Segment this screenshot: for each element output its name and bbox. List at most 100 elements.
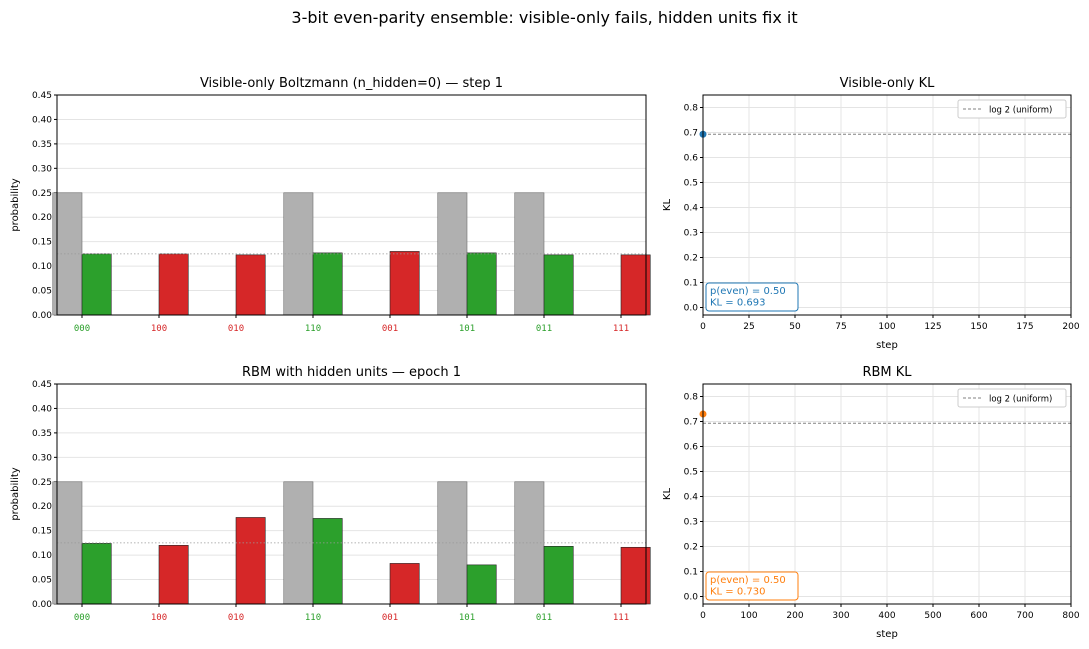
annotation-line: p(even) = 0.50: [710, 286, 786, 297]
x-tick-label: 111: [613, 324, 629, 334]
x-tick-label: 100: [151, 613, 167, 623]
y-tick-label: 0.40: [32, 115, 52, 125]
panel-title: RBM with hidden units — epoch 1: [242, 365, 461, 380]
y-tick-label: 0.35: [32, 140, 52, 150]
y-axis-label: KL: [662, 199, 673, 212]
y-tick-label: 0.30: [32, 453, 52, 463]
x-tick-label: 001: [382, 324, 398, 334]
x-tick-label: 800: [1062, 611, 1079, 621]
y-tick-label: 0.25: [32, 478, 52, 488]
model-bar: [389, 563, 420, 605]
y-tick-label: 0.10: [32, 551, 52, 561]
y-tick-label: 0.8: [684, 393, 699, 403]
x-tick-label: 010: [228, 324, 244, 334]
model-bar: [389, 251, 420, 316]
annotation-line: KL = 0.693: [710, 298, 766, 309]
model-bar: [466, 252, 497, 316]
y-tick-label: 0.35: [32, 429, 52, 439]
x-tick-label: 110: [305, 613, 321, 623]
bar-panel-0: 0.00 0.05 0.10 0.15 0.20 0.25 0.30 0.35 0.40 0.45…: [10, 76, 651, 334]
axes-frame: [56, 94, 647, 316]
y-tick-label: 0.00: [32, 600, 52, 610]
y-tick-label: 0.1: [684, 568, 698, 578]
x-tick-label: 100: [151, 324, 167, 334]
y-tick-label: 0.45: [32, 91, 52, 101]
x-tick-label: 011: [536, 613, 552, 623]
legend: log 2 (uniform): [957, 99, 1067, 119]
y-tick-label: 0.4: [684, 204, 699, 214]
y-tick-label: 0.45: [32, 380, 52, 390]
axes-frame: [702, 383, 1072, 605]
x-tick-label: 101: [459, 324, 475, 334]
y-tick-label: 0.20: [32, 213, 52, 223]
y-axis-label: probability: [10, 467, 21, 520]
x-tick-label: 600: [970, 611, 987, 621]
x-tick-label: 101: [459, 613, 475, 623]
x-tick-label: 110: [305, 324, 321, 334]
x-tick-label: 001: [382, 613, 398, 623]
axes-frame: [56, 383, 647, 605]
model-bar: [312, 518, 343, 605]
y-axis-label: KL: [662, 488, 673, 501]
legend: log 2 (uniform): [957, 388, 1067, 408]
y-tick-label: 0.1: [684, 279, 698, 289]
y-tick-label: 0.20: [32, 502, 52, 512]
y-tick-label: 0.6: [684, 443, 699, 453]
y-tick-label: 0.05: [32, 287, 52, 297]
y-tick-label: 0.3: [684, 229, 698, 239]
x-tick-label: 100: [878, 322, 895, 332]
y-tick-label: 0.8: [684, 104, 699, 114]
model-bar: [158, 253, 189, 316]
x-tick-label: 500: [924, 611, 941, 621]
model-bar: [543, 254, 574, 316]
annotation-box: [705, 282, 799, 312]
x-tick-label: 011: [536, 324, 552, 334]
x-tick-label: 125: [924, 322, 941, 332]
x-tick-label: 150: [970, 322, 987, 332]
x-tick-label: 50: [789, 322, 801, 332]
model-bar: [235, 254, 266, 316]
x-tick-label: 700: [1016, 611, 1033, 621]
legend-box: [957, 388, 1067, 408]
axes-frame: [702, 94, 1072, 316]
x-tick-label: 111: [613, 613, 629, 623]
y-tick-label: 0.0: [684, 593, 699, 603]
y-tick-label: 0.15: [32, 238, 52, 248]
legend-label: log 2 (uniform): [989, 106, 1052, 116]
y-tick-label: 0.30: [32, 164, 52, 174]
x-tick-label: 0: [700, 322, 706, 332]
y-tick-label: 0.25: [32, 189, 52, 199]
model-bar: [466, 564, 497, 605]
y-tick-label: 0.40: [32, 404, 52, 414]
y-tick-label: 0.0: [684, 304, 699, 314]
x-tick-label: 000: [74, 324, 90, 334]
x-axis-label: step: [876, 340, 898, 351]
y-axis-label: probability: [10, 178, 21, 231]
y-tick-label: 0.5: [684, 468, 698, 478]
x-tick-label: 200: [786, 611, 803, 621]
x-tick-label: 400: [878, 611, 895, 621]
x-tick-label: 010: [228, 613, 244, 623]
model-bar: [81, 253, 112, 316]
annotation-line: p(even) = 0.50: [710, 575, 786, 586]
x-tick-label: 25: [743, 322, 754, 332]
y-tick-label: 0.15: [32, 527, 52, 537]
x-tick-label: 75: [835, 322, 846, 332]
y-tick-label: 0.5: [684, 179, 698, 189]
figure-title: 3-bit even-parity ensemble: visible-only…: [291, 8, 798, 27]
model-bar: [620, 254, 651, 316]
y-tick-label: 0.7: [684, 129, 698, 139]
y-tick-label: 0.2: [684, 543, 698, 553]
x-tick-label: 000: [74, 613, 90, 623]
x-tick-label: 175: [1016, 322, 1033, 332]
legend-label: log 2 (uniform): [989, 395, 1052, 405]
x-tick-label: 300: [832, 611, 849, 621]
line-panel-1: 0 25 50 75 100 125 150 175 200 0.0 0.1 0.2 0.3 0.4 0.5…: [662, 76, 1080, 351]
model-bar: [312, 252, 343, 316]
panel-title: Visible-only KL: [840, 76, 936, 91]
model-bar: [158, 545, 189, 605]
annotation-box: [705, 571, 799, 601]
